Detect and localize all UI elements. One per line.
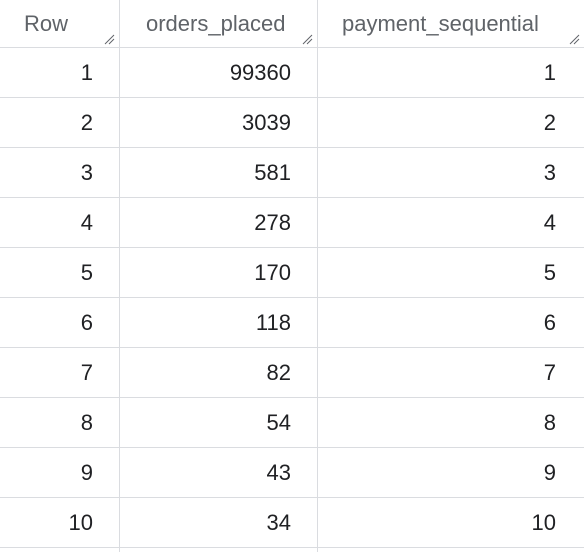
table-row: 5 170 5	[0, 248, 584, 298]
payment-sequential-cell: 5	[543, 260, 556, 285]
table-row: 1 99360 1	[0, 48, 584, 98]
table-row: 3 581 3	[0, 148, 584, 198]
orders-placed-cell: 118	[120, 298, 318, 347]
table-row: 8 54 8	[0, 398, 584, 448]
orders-placed-cell: 170	[120, 248, 318, 297]
row-number-cell: 1	[0, 48, 120, 97]
table-row: 6 118 6	[0, 298, 584, 348]
column-header-orders-placed[interactable]: orders_placed	[120, 0, 318, 47]
orders-placed-cell: 3039	[120, 98, 318, 147]
payment-sequential-cell: 8	[543, 410, 556, 435]
orders-placed-cell: 54	[120, 398, 318, 447]
row-number-cell: 8	[0, 398, 120, 447]
column-header-label: Row	[24, 11, 69, 36]
table-row: 4 278 4	[0, 198, 584, 248]
orders-placed-cell: 82	[120, 348, 318, 397]
partial-cell	[0, 548, 120, 552]
row-number-cell: 10	[0, 498, 120, 547]
payment-sequential-cell: 3	[543, 160, 556, 185]
payment-sequential-cell: 6	[543, 310, 556, 335]
resize-handle-icon[interactable]	[103, 33, 115, 45]
partial-cell	[120, 548, 318, 552]
payment-sequential-cell: 7	[543, 360, 556, 385]
resize-handle-icon[interactable]	[301, 33, 313, 45]
column-header-row[interactable]: Row	[0, 0, 120, 47]
payment-sequential-cell: 4	[543, 210, 556, 235]
table-row: 10 34 10	[0, 498, 584, 548]
table-row: 9 43 9	[0, 448, 584, 498]
row-number-cell: 7	[0, 348, 120, 397]
row-number-cell: 5	[0, 248, 120, 297]
table-row-partial	[0, 548, 584, 552]
orders-placed-cell: 278	[120, 198, 318, 247]
orders-placed-cell: 99360	[120, 48, 318, 97]
orders-placed-cell: 581	[120, 148, 318, 197]
payment-sequential-cell: 10	[531, 510, 556, 535]
table-body: 1 99360 1 2 3039 2 3 581 3 4 278 4 5 170…	[0, 48, 584, 548]
row-number-cell: 6	[0, 298, 120, 347]
row-number-cell: 2	[0, 98, 120, 147]
row-number-cell: 3	[0, 148, 120, 197]
orders-placed-cell: 34	[120, 498, 318, 547]
table-row: 7 82 7	[0, 348, 584, 398]
column-header-label: orders_placed	[146, 11, 286, 36]
table-row: 2 3039 2	[0, 98, 584, 148]
payment-sequential-cell: 9	[543, 460, 556, 485]
column-header-label: payment_sequential	[342, 11, 539, 36]
row-number-cell: 9	[0, 448, 120, 497]
resize-handle-icon[interactable]	[568, 33, 580, 45]
payment-sequential-cell: 1	[543, 60, 556, 85]
column-header-payment-sequential[interactable]: payment_sequential	[318, 0, 584, 47]
payment-sequential-cell: 2	[543, 110, 556, 135]
orders-placed-cell: 43	[120, 448, 318, 497]
table-header: Row orders_placed payment_sequential	[0, 0, 584, 48]
row-number-cell: 4	[0, 198, 120, 247]
